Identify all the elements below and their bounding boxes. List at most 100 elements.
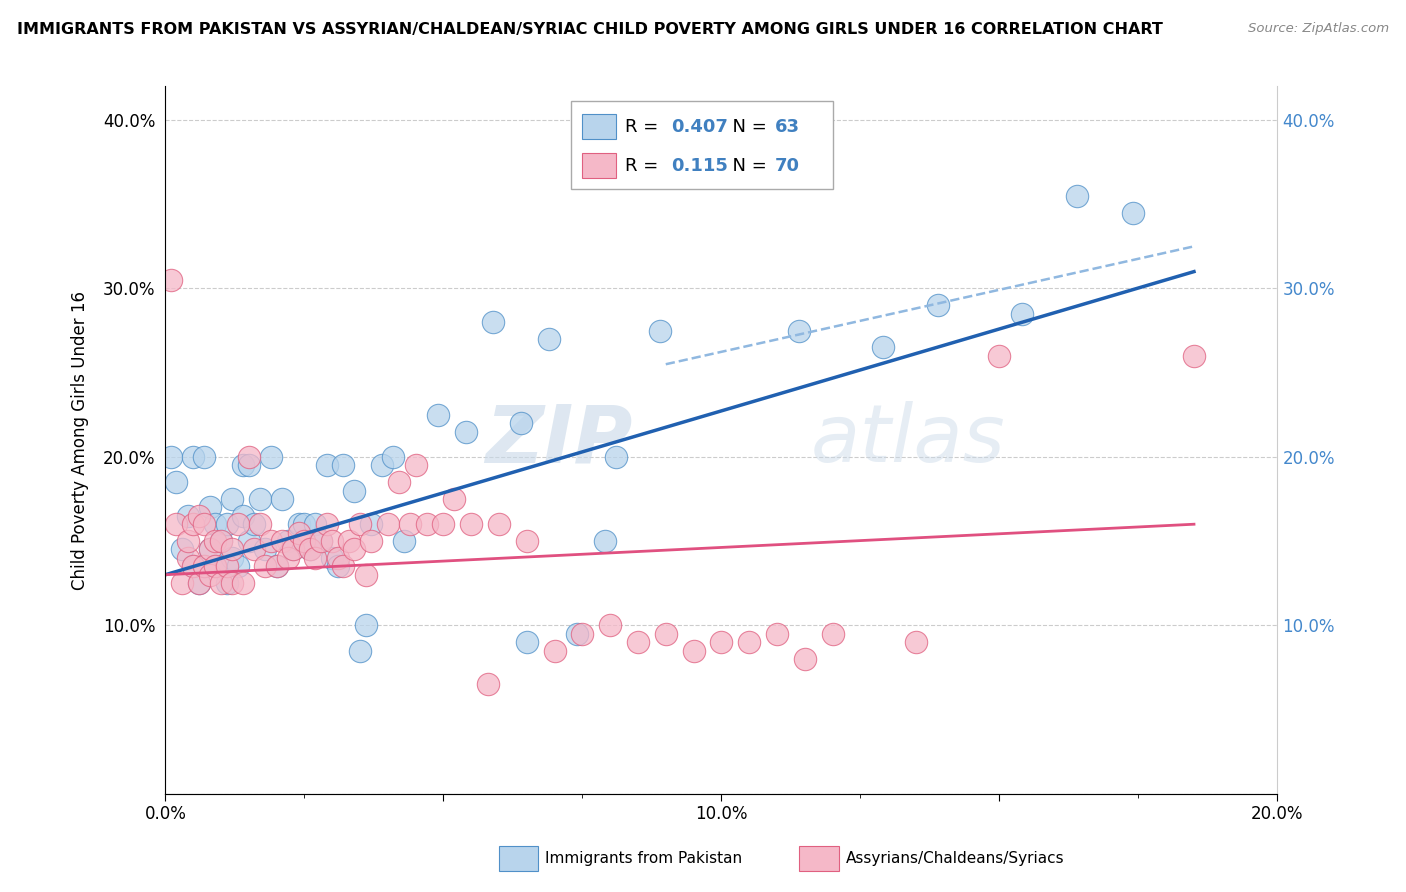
Point [226,559,249,574]
Point [593,534,616,549]
Point [988,349,1011,363]
Point [904,635,927,649]
Point [292,517,315,532]
Point [249,517,271,532]
Point [304,550,326,565]
Point [266,559,288,574]
Point [187,576,209,591]
Point [565,626,588,640]
Point [283,542,305,557]
Text: 0.407: 0.407 [671,118,728,136]
FancyBboxPatch shape [582,153,616,178]
Point [650,324,672,338]
Point [360,534,382,549]
Point [821,626,844,640]
Point [160,273,183,287]
Text: 0.115: 0.115 [671,157,728,175]
Point [283,542,305,557]
Point [176,550,198,565]
Point [388,475,411,489]
Point [260,450,283,464]
Text: IMMIGRANTS FROM PAKISTAN VS ASSYRIAN/CHALDEAN/SYRIAC CHILD POVERTY AMONG GIRLS U: IMMIGRANTS FROM PAKISTAN VS ASSYRIAN/CHA… [17,22,1163,37]
Point [1122,205,1144,219]
Point [343,542,366,557]
Point [243,542,266,557]
Point [198,542,221,557]
Text: ZIP: ZIP [485,401,633,479]
Point [354,618,377,632]
Point [477,677,499,691]
Point [738,635,761,649]
Text: 63: 63 [775,118,800,136]
Text: 70: 70 [775,157,800,175]
Point [238,458,260,473]
Point [271,534,294,549]
Point [354,567,377,582]
Text: N =: N = [721,157,773,175]
Point [482,315,505,329]
Point [599,618,621,632]
Point [516,635,538,649]
Point [682,643,704,657]
Point [232,458,254,473]
Point [605,450,627,464]
Point [204,559,226,574]
Point [204,534,226,549]
Point [166,517,188,532]
Y-axis label: Child Poverty Among Girls Under 16: Child Poverty Among Girls Under 16 [72,291,89,590]
Point [221,550,243,565]
Point [232,576,254,591]
Point [793,652,815,666]
Point [872,340,894,354]
Point [238,450,260,464]
Point [226,517,249,532]
Point [221,542,243,557]
Point [627,635,650,649]
Point [181,450,204,464]
Point [215,576,238,591]
Point [426,408,449,422]
Point [349,517,371,532]
Point [193,517,215,532]
Point [198,567,221,582]
Point [787,324,810,338]
Point [266,559,288,574]
Point [160,450,183,464]
Point [181,559,204,574]
Point [766,626,789,640]
Point [399,517,422,532]
Point [232,508,254,523]
Text: Source: ZipAtlas.com: Source: ZipAtlas.com [1249,22,1389,36]
Point [537,332,560,346]
Point [243,517,266,532]
Point [221,576,243,591]
Point [170,542,193,557]
Point [394,534,416,549]
Point [166,475,188,489]
Point [315,458,337,473]
Point [571,626,593,640]
Text: R =: R = [624,118,664,136]
Point [198,500,221,515]
Point [1066,189,1088,203]
Point [254,542,277,557]
Point [443,491,465,506]
Point [215,559,238,574]
Text: Immigrants from Pakistan: Immigrants from Pakistan [546,851,742,866]
Point [288,525,311,540]
Point [277,534,299,549]
Point [454,425,477,439]
Point [1182,349,1205,363]
Point [260,534,283,549]
Point [655,626,678,640]
Point [187,508,209,523]
Point [176,534,198,549]
Point [927,298,949,312]
Point [187,576,209,591]
Point [343,483,366,498]
Point [710,635,733,649]
FancyBboxPatch shape [571,101,832,189]
Point [382,450,405,464]
Point [377,517,399,532]
Point [360,517,382,532]
